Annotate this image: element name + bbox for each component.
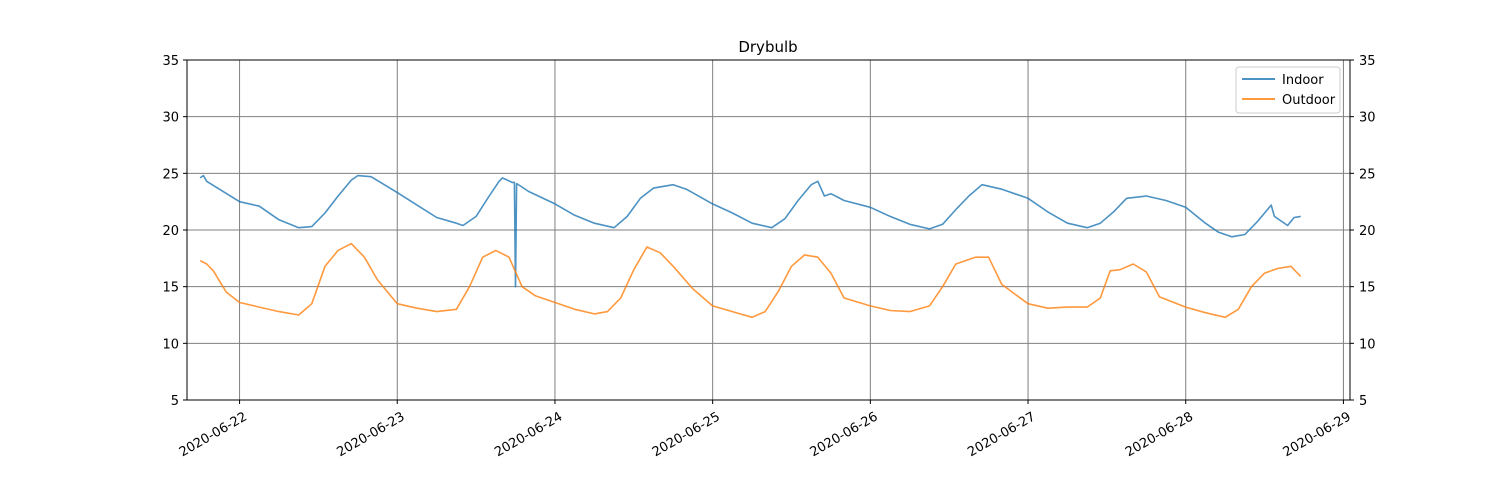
y-tick-label-left-3: 20 [162, 224, 179, 239]
y-tick-label-right-4: 25 [1359, 167, 1376, 182]
series-line-indoor [199, 174, 1301, 288]
legend-label-outdoor: Outdoor [1282, 93, 1336, 108]
y-tick-label-left-5: 30 [162, 111, 179, 126]
y-tick-label-left-6: 35 [162, 54, 179, 69]
legend: Indoor Outdoor [1235, 66, 1341, 114]
left-y-axis: 5 10 15 20 25 30 35 [162, 54, 187, 409]
chart-title: Drybulb [738, 38, 797, 56]
y-tick-label-left-0: 5 [171, 394, 179, 409]
y-tick-label-left-4: 25 [162, 167, 179, 182]
legend-label-indoor: Indoor [1282, 73, 1324, 88]
y-tick-label-right-2: 15 [1359, 281, 1376, 296]
y-tick-label-right-6: 35 [1359, 54, 1376, 69]
y-tick-label-right-3: 20 [1359, 224, 1376, 239]
right-y-axis: 5 10 15 20 25 30 35 [1350, 54, 1376, 409]
plot-lines [199, 174, 1302, 319]
y-tick-label-right-0: 5 [1359, 394, 1367, 409]
y-tick-label-left-2: 15 [162, 281, 179, 296]
y-tick-label-right-5: 30 [1359, 111, 1376, 126]
y-tick-label-right-1: 10 [1359, 337, 1376, 352]
series-line-outdoor [199, 242, 1302, 319]
grid [187, 59, 1350, 401]
y-tick-label-left-1: 10 [162, 337, 179, 352]
